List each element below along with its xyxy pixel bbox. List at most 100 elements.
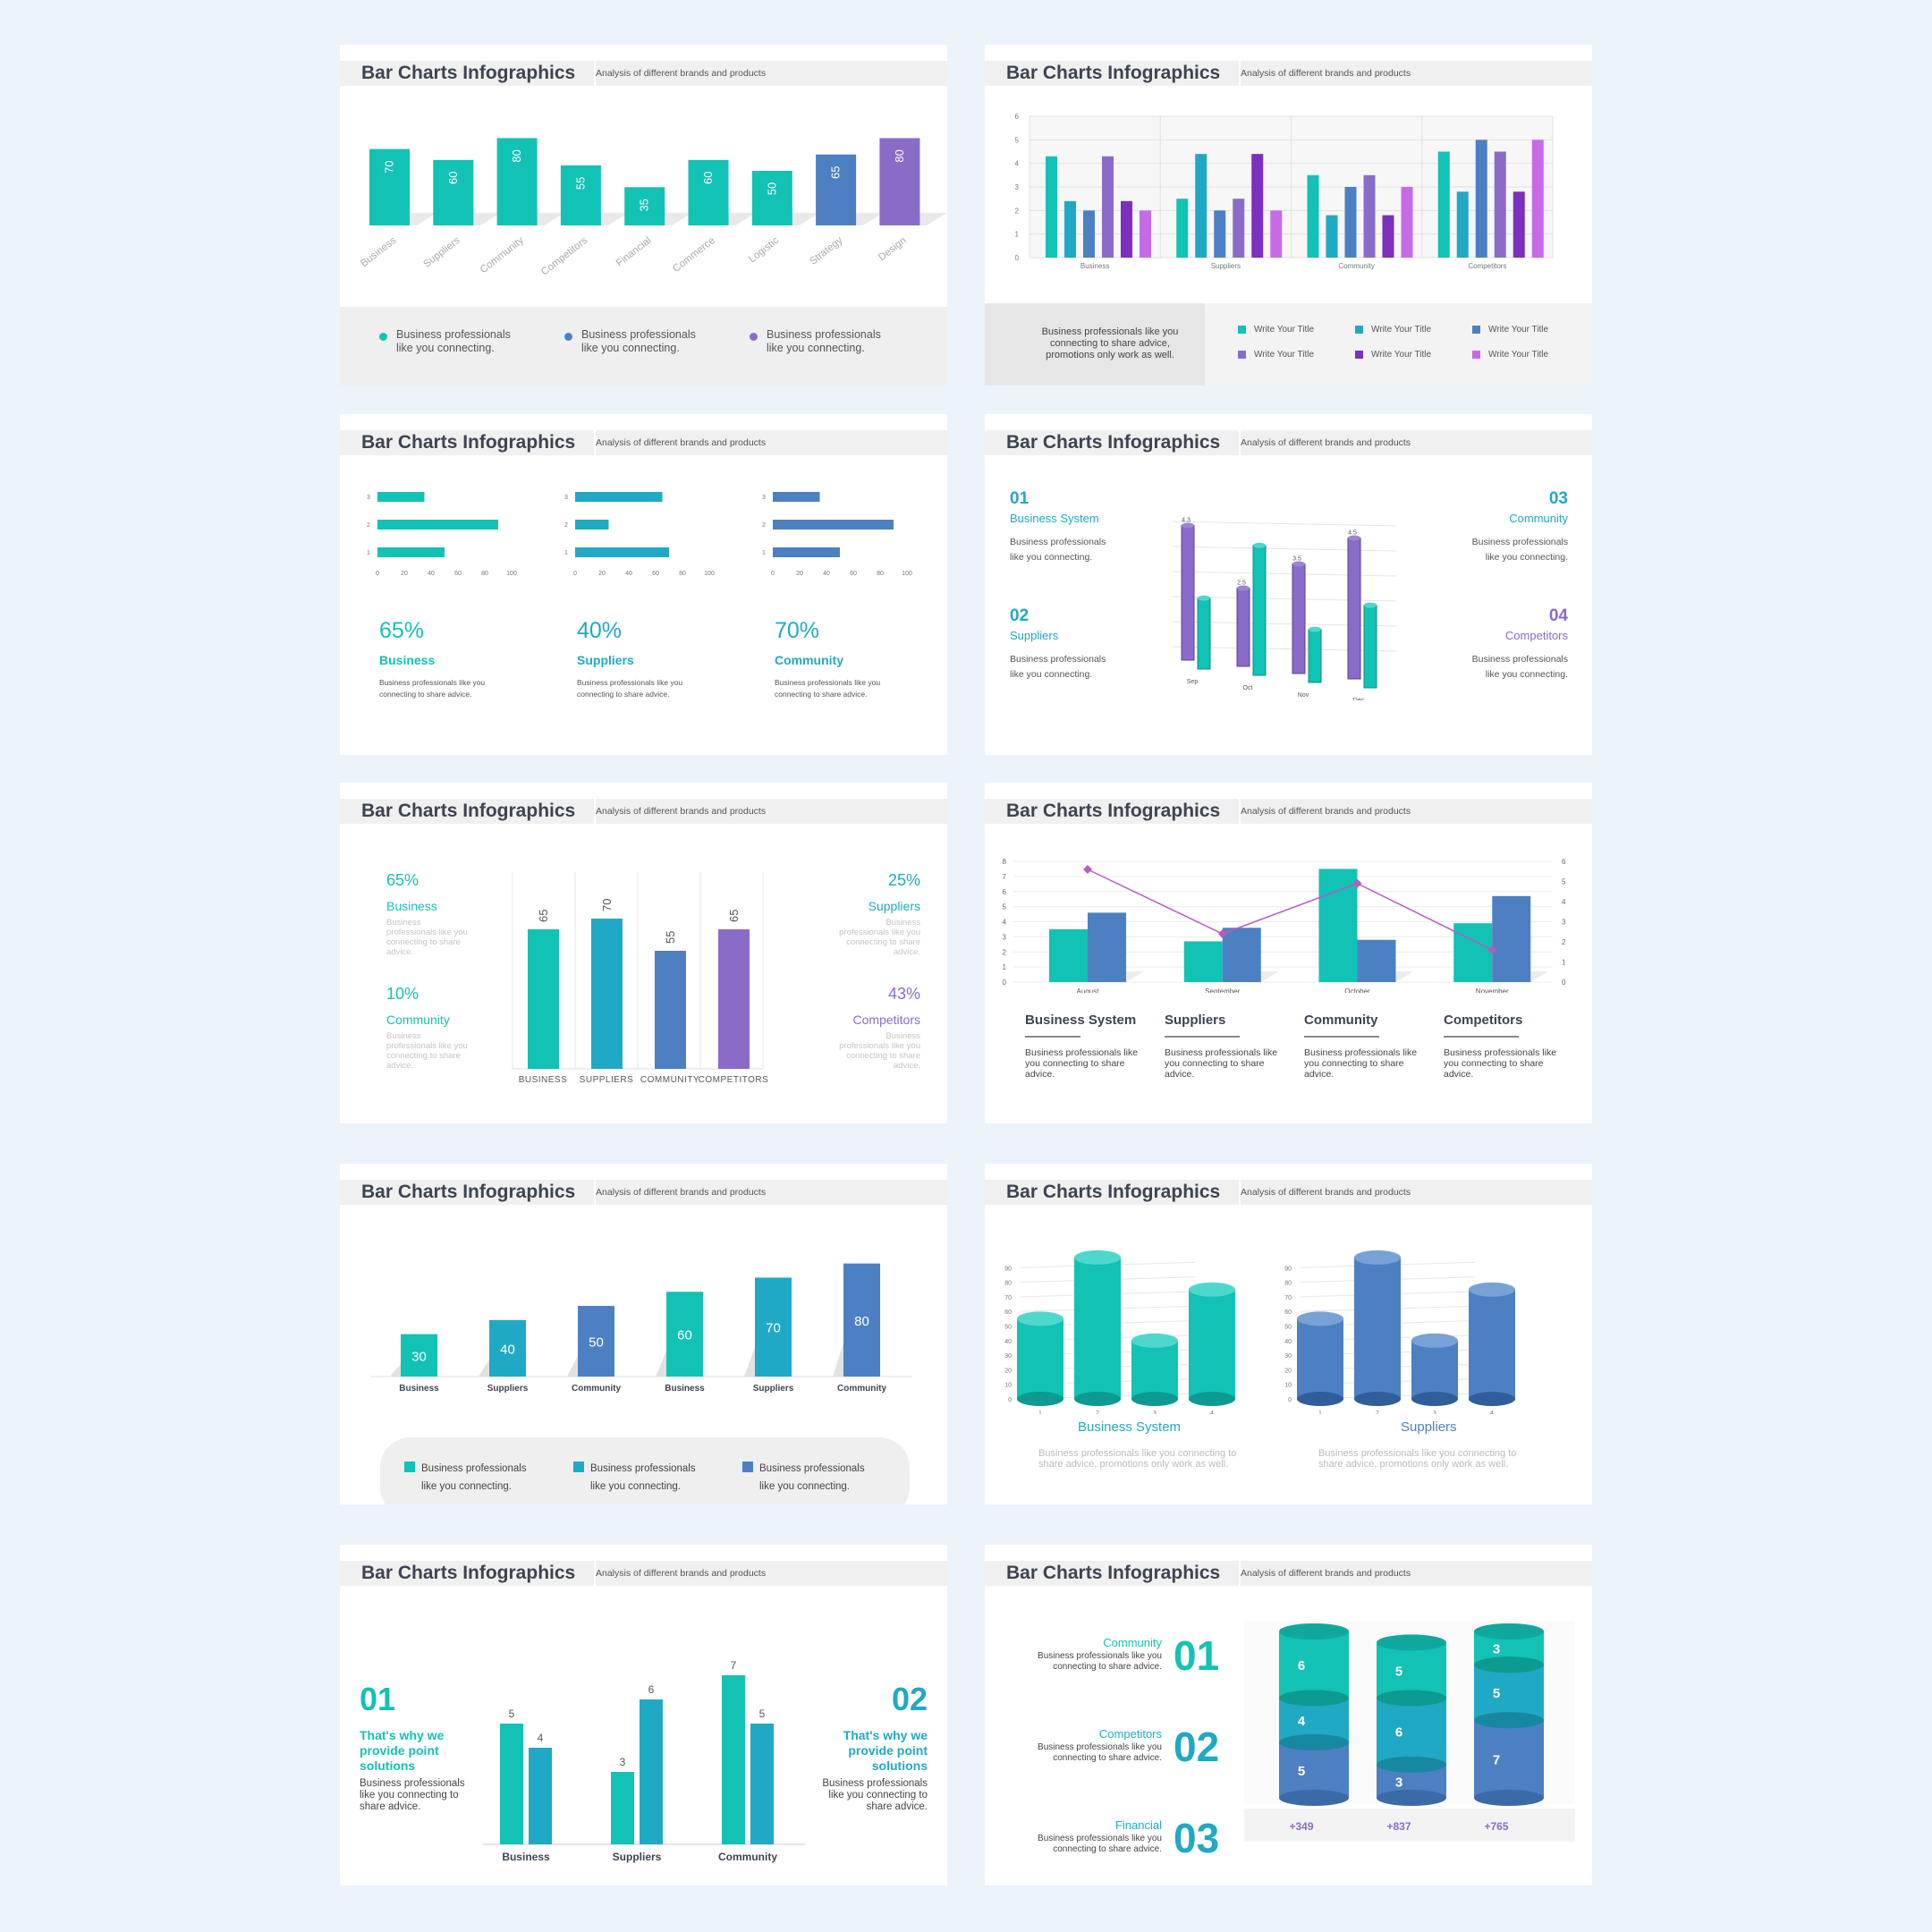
- x-tick-label: 80: [679, 571, 686, 575]
- data-label: 2.5: [1237, 580, 1246, 587]
- data-label: 6: [1298, 1658, 1305, 1674]
- x-tick-label: 60: [454, 571, 462, 575]
- segment-base: [1377, 1756, 1446, 1773]
- legend-panel: [1205, 303, 1592, 386]
- panel-percent: 65%: [379, 618, 425, 643]
- bar: [1083, 210, 1095, 258]
- category-label: Business: [359, 235, 398, 269]
- bar: [1531, 140, 1544, 258]
- note-panel: [985, 303, 1205, 386]
- y-tick-label: 0: [1288, 1397, 1292, 1403]
- y-tick-label: 7: [1003, 873, 1007, 881]
- item-percent: 25%: [887, 871, 920, 889]
- x-tick-label: 20: [598, 571, 606, 575]
- data-label: 65: [727, 910, 741, 922]
- item-label: Suppliers: [868, 899, 920, 913]
- vertical-bar-chart: 65 BUSINESS 70 SUPPLIERS 55 COMMUNITY 65 COMPET…: [512, 872, 768, 1085]
- slide-title: Bar Charts Infographics: [361, 1563, 576, 1583]
- category-label: Suppliers: [613, 1851, 662, 1863]
- bar: [1189, 1289, 1235, 1399]
- bar: [1176, 199, 1189, 258]
- slide-subtitle: Analysis of different brands and product…: [596, 1568, 767, 1579]
- bar: [1214, 210, 1226, 258]
- data-label: 70: [383, 160, 396, 173]
- category-label: 1: [1318, 1411, 1322, 1414]
- bar: [489, 1319, 526, 1377]
- category-label: Commerce: [671, 235, 717, 275]
- item-desc: Business professionals like you connecti…: [386, 918, 468, 957]
- category-label: Competitors: [539, 235, 589, 277]
- item-number: 02: [1174, 1724, 1220, 1770]
- legend-swatch: [1355, 351, 1363, 359]
- y-tick-label: 80: [1004, 1281, 1012, 1287]
- bar-shadow: [656, 1351, 666, 1377]
- y-tick-label: 6: [1015, 113, 1020, 121]
- bar-top: [1354, 1250, 1401, 1265]
- bar-top: [1189, 1282, 1235, 1297]
- stack-segment: [1279, 1742, 1349, 1798]
- data-label: 70: [600, 899, 614, 911]
- y-tick-label: 4: [1003, 919, 1007, 927]
- bar-series-1: [1181, 525, 1195, 661]
- segment-base: [1474, 1712, 1544, 1729]
- y-tick-label: 1: [1003, 963, 1007, 971]
- x-tick-label: 20: [401, 571, 408, 575]
- data-label: 80: [854, 1314, 869, 1329]
- slide-8: Bar Charts Infographics Analysis of diff…: [985, 1164, 1592, 1504]
- bar-base: [1411, 1392, 1458, 1406]
- data-label: 6: [1395, 1725, 1402, 1741]
- bar: [1307, 174, 1319, 258]
- bar-base: [1131, 1392, 1178, 1406]
- bar: [575, 520, 609, 530]
- bar-top: [1297, 1311, 1343, 1326]
- bar: [496, 138, 538, 225]
- bar: [575, 547, 669, 557]
- category-label: October: [1344, 987, 1370, 993]
- slide-subtitle: Analysis of different brands and product…: [596, 1187, 767, 1198]
- y2-tick-label: 4: [1562, 898, 1566, 906]
- y2-tick-label: 3: [1562, 919, 1566, 927]
- bar: [1494, 151, 1506, 258]
- legend-text: Write Your Title: [1488, 325, 1549, 335]
- category-label: Community: [718, 1851, 777, 1863]
- y-tick-label: 2: [367, 522, 370, 529]
- category-label: 3: [1433, 1411, 1436, 1414]
- bar: [722, 1675, 745, 1844]
- slide-subtitle: Analysis of different brands and product…: [596, 437, 767, 448]
- data-label: 60: [446, 172, 460, 184]
- data-label: 80: [893, 149, 906, 162]
- category-label: Suppliers: [487, 1384, 529, 1394]
- panel-label-right: Suppliers: [1401, 1419, 1457, 1435]
- item-label: Competitors: [852, 1013, 920, 1027]
- bar: [1401, 187, 1413, 258]
- gridline: [1172, 521, 1397, 527]
- segment-base: [1279, 1734, 1349, 1750]
- slide-2: Bar Charts Infographics Analysis of diff…: [985, 45, 1592, 386]
- y-tick-label: 0: [1003, 979, 1007, 987]
- legend-text: Write Your Title: [1254, 350, 1315, 360]
- data-label: 30: [411, 1349, 427, 1364]
- slide-title: Bar Charts Infographics: [361, 432, 576, 453]
- panel-label: Suppliers: [577, 653, 634, 667]
- bar-series-1: [1318, 869, 1358, 982]
- y-tick-label: 0: [1008, 1397, 1012, 1403]
- slide-4: Bar Charts Infographics Analysis of diff…: [985, 414, 1592, 755]
- bar-base: [1297, 1392, 1343, 1406]
- slide-title: Bar Charts Infographics: [1006, 1563, 1221, 1583]
- slide-10: Bar Charts Infographics Analysis of diff…: [985, 1545, 1592, 1885]
- item-number: 01: [1010, 489, 1030, 508]
- slide-header: Bar Charts Infographics Analysis of diff…: [985, 1180, 1592, 1205]
- category-label: November: [1476, 987, 1509, 993]
- bar-series-2: [1222, 928, 1261, 982]
- data-label: 5: [509, 1707, 515, 1720]
- bar-base: [1189, 1392, 1235, 1406]
- bar: [1363, 174, 1376, 258]
- totals-band: [1244, 1809, 1575, 1842]
- y-tick-label: 90: [1004, 1266, 1012, 1272]
- slide-7: Bar Charts Infographics Analysis of diff…: [340, 1164, 947, 1504]
- y-tick-label: 4: [1015, 160, 1020, 168]
- panel-desc: Business professionals like you connecti…: [775, 678, 881, 699]
- legend-text: Write Your Title: [1254, 325, 1315, 335]
- bar-top: [1309, 626, 1321, 632]
- data-label: 5: [1395, 1664, 1402, 1679]
